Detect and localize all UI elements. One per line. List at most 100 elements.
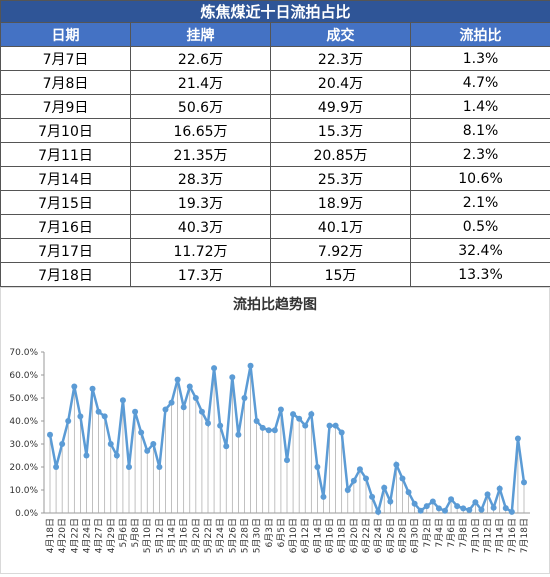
point: [107, 441, 114, 447]
x-tick-label: 6月18日: [337, 518, 348, 553]
point: [198, 408, 205, 415]
point: [89, 385, 96, 392]
point: [113, 452, 120, 459]
data-table: 炼焦煤近十日流拍占比 日期 挂牌 成交 流拍比 7月7日 22.6万 22.3万 1.3% 7月…: [0, 0, 550, 287]
table-cell: 22.3万: [270, 46, 411, 71]
table-cell: 2.3%: [409, 142, 550, 167]
point: [314, 464, 321, 470]
table-cell: 7月10日: [0, 118, 131, 143]
x-tick-label: 7月18日: [519, 518, 530, 553]
x-tick-label: 6月3日: [264, 518, 275, 547]
x-tick-label: 7月16日: [507, 518, 518, 553]
point: [95, 408, 102, 415]
x-tick-label: 5月24日: [215, 518, 226, 553]
x-tick-label: 4月20日: [57, 518, 68, 553]
y-tick-label: 50.0%: [9, 394, 38, 404]
point: [168, 399, 175, 406]
table-row: 7月9日 50.6万 49.9万 1.4%: [0, 94, 550, 119]
point: [429, 498, 436, 505]
table-cell: 19.3万: [130, 190, 271, 215]
y-tick-label: 40.0%: [9, 417, 38, 427]
table-cell: 10.6%: [409, 166, 550, 191]
table-cell: 15万: [270, 262, 411, 287]
x-tick-label: 5月8日: [130, 518, 141, 547]
table-cell: 17.3万: [130, 262, 271, 287]
x-tick-label: 7月10日: [470, 518, 481, 553]
x-tick-label: 6月16日: [325, 518, 336, 553]
point: [381, 484, 388, 491]
point: [180, 404, 187, 411]
point: [235, 431, 242, 438]
table-cell: 1.3%: [409, 46, 550, 71]
point: [101, 413, 108, 420]
point: [338, 429, 345, 436]
table-cell: 21.4万: [130, 70, 271, 95]
table-row: 7月18日 17.3万 15万 13.3%: [0, 262, 550, 287]
point: [77, 413, 84, 420]
x-tick-label: 6月30日: [410, 518, 421, 553]
table-row: 7月8日 21.4万 20.4万 4.7%: [0, 70, 550, 95]
x-tick-label: 6月26日: [385, 518, 396, 553]
x-tick-label: 7月6日: [446, 518, 457, 547]
point: [247, 362, 254, 369]
x-tick-label: 7月2日: [422, 518, 433, 547]
x-tick-label: 5月20日: [191, 518, 202, 553]
point: [442, 507, 448, 514]
point: [174, 376, 181, 383]
x-tick-label: 6月28日: [397, 518, 408, 553]
table-title: 炼焦煤近十日流拍占比: [0, 0, 550, 23]
point: [369, 493, 376, 500]
point: [393, 461, 400, 468]
x-tick-label: 6月22日: [361, 518, 372, 553]
point: [502, 505, 509, 512]
table-cell: 1.4%: [409, 94, 550, 119]
x-tick-label: 7月12日: [483, 518, 494, 553]
point: [460, 505, 467, 512]
x-tick-label: 7月4日: [434, 518, 445, 547]
point: [186, 383, 193, 390]
table-row: 7月7日 22.6万 22.3万 1.3%: [0, 46, 550, 71]
table-cell: 7月7日: [0, 46, 131, 71]
table-row: 7月11日 21.35万 20.85万 2.3%: [0, 142, 550, 167]
x-tick-label: 4月29日: [106, 518, 117, 553]
y-tick-label: 10.0%: [9, 486, 38, 496]
table-cell: 20.85万: [270, 142, 411, 167]
point: [277, 406, 284, 413]
table-cell: 7月16日: [0, 214, 131, 239]
x-tick-label: 4月24日: [81, 518, 92, 553]
point: [454, 503, 461, 510]
x-tick-label: 6月14日: [312, 518, 323, 553]
table-row: 7月14日 28.3万 25.3万 10.6%: [0, 166, 550, 191]
table-cell: 7.92万: [270, 238, 411, 263]
point: [326, 422, 333, 429]
table-cell: 22.6万: [130, 46, 271, 71]
x-tick-label: 5月30日: [252, 518, 263, 553]
point: [490, 504, 497, 511]
table-row: 7月16日 40.3万 40.1万 0.5%: [0, 214, 550, 239]
x-tick-label: 7月8日: [458, 518, 469, 547]
table-cell: 7月15日: [0, 190, 131, 215]
x-tick-label: 4月27日: [94, 518, 105, 553]
point: [466, 507, 473, 514]
table-cell: 13.3%: [409, 262, 550, 287]
table-cell: 15.3万: [270, 118, 411, 143]
x-tick-label: 5月28日: [239, 518, 250, 553]
point: [156, 464, 163, 470]
table-cell: 7月8日: [0, 70, 131, 95]
table-cell: 7月9日: [0, 94, 131, 119]
point: [59, 441, 66, 447]
y-tick-label: 0.0%: [15, 509, 38, 519]
table-cell: 40.1万: [270, 214, 411, 239]
point: [126, 464, 132, 470]
point: [132, 408, 139, 415]
chart: 流拍比趋势图 0.0% 10.0% 20.0% 30.0% 40.0% 50.0% 60.0…: [0, 287, 550, 574]
point: [229, 374, 236, 381]
x-tick-label: 7月14日: [495, 518, 506, 553]
point: [514, 435, 521, 442]
point: [423, 503, 430, 510]
chart-title: 流拍比趋势图: [233, 296, 317, 313]
x-tick-label: 6月24日: [373, 518, 384, 553]
table-cell: 49.9万: [270, 94, 411, 119]
x-tick-label: 6月12日: [300, 518, 311, 553]
x-tick-label: 5月10日: [142, 518, 153, 553]
